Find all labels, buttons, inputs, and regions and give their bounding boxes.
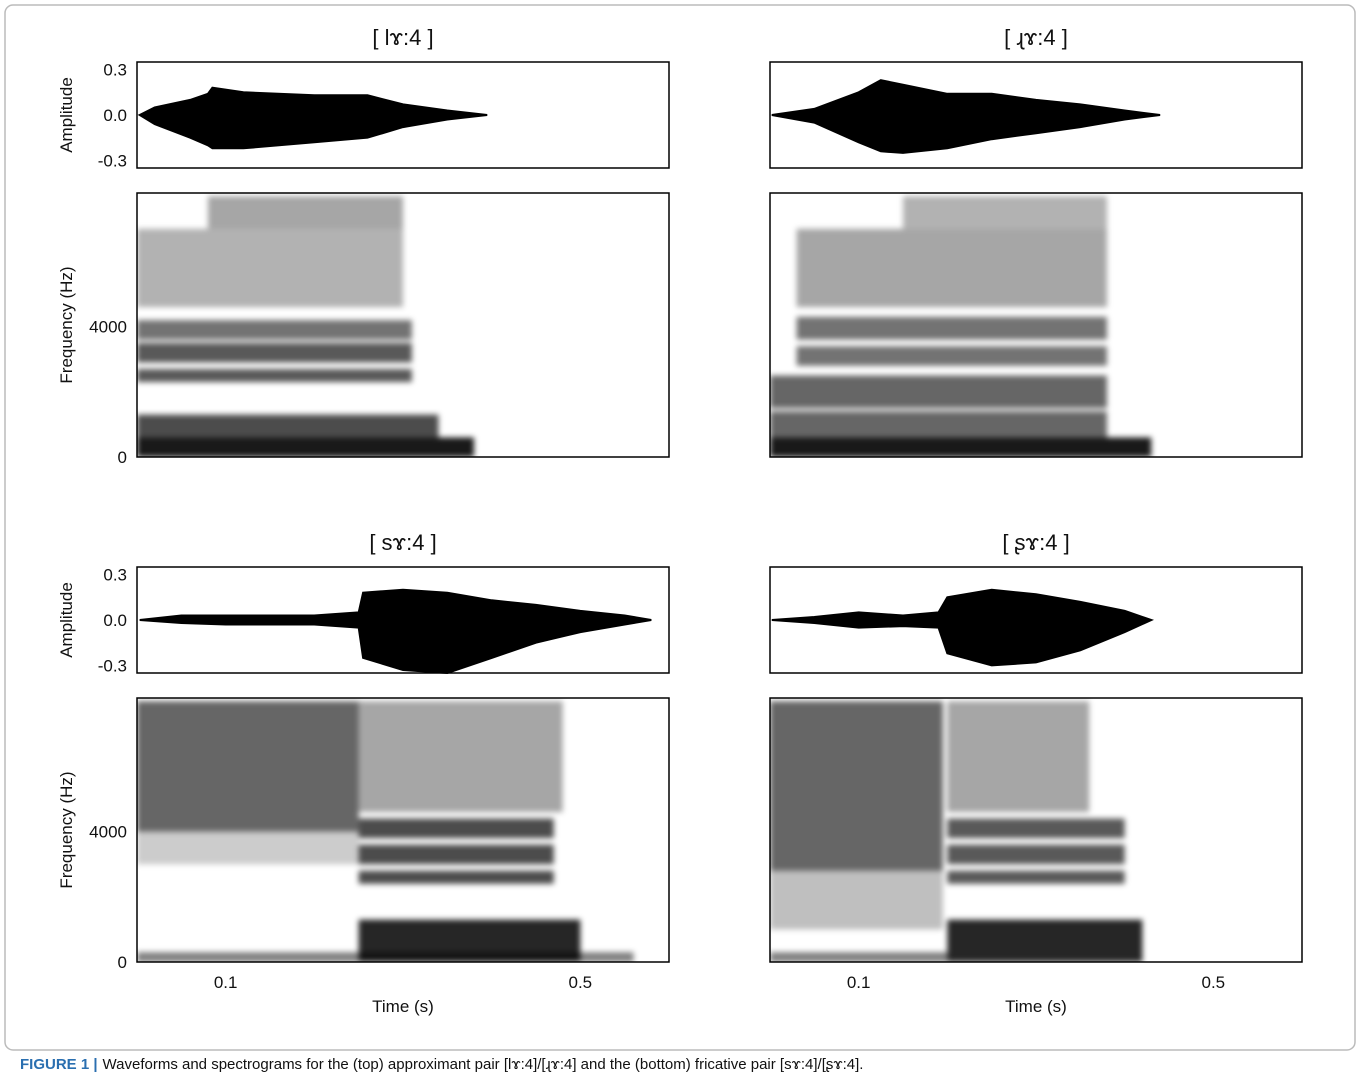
- spectrogram-band: [137, 228, 403, 308]
- spectrogram-band: [137, 342, 412, 363]
- panel-title: [ lɤ:4 ]: [372, 25, 433, 50]
- spectrogram-band: [137, 437, 474, 457]
- x-axis-label: Time (s): [372, 997, 434, 1016]
- spectrogram-band: [770, 952, 948, 962]
- spectrogram-band: [137, 701, 359, 832]
- waveform-frame: [769, 61, 1303, 169]
- spectrogram-frame: [136, 697, 670, 963]
- waveform-frame: [769, 566, 1303, 674]
- spectrogram-band: [137, 320, 412, 340]
- spectrogram-band: [358, 844, 554, 865]
- panel-title: [ sɤ:4 ]: [369, 530, 436, 555]
- spectrogram-band: [770, 411, 1107, 438]
- y-tick-label: 0.0: [103, 106, 127, 125]
- spectrogram: [137, 701, 634, 962]
- spectrogram-band: [770, 870, 943, 930]
- panel-title: [ ɻɤ:4 ]: [1004, 25, 1068, 50]
- spectrogram-frame: [769, 192, 1303, 458]
- spectrogram-band: [137, 414, 439, 438]
- y-tick-label: 4000: [89, 318, 127, 337]
- x-axis-label: Time (s): [1005, 997, 1067, 1016]
- y-tick-label: 0.3: [103, 61, 127, 80]
- spectrogram-band: [358, 701, 563, 813]
- panel-title: [ ʂɤ:4 ]: [1002, 530, 1069, 555]
- spectrogram: [137, 196, 474, 457]
- spectrogram-band: [903, 196, 1107, 229]
- spectrogram-frame: [769, 697, 1303, 963]
- spectrogram-band: [137, 831, 359, 865]
- caption: FIGURE 1 | Waveforms and spectrograms for…: [20, 1056, 863, 1073]
- x-tick-label: 0.1: [847, 973, 871, 992]
- y-tick-label: 0.0: [103, 611, 127, 630]
- spectrogram-band: [770, 701, 943, 871]
- spectrogram-band: [137, 369, 412, 383]
- y-axis-label: Amplitude: [57, 77, 76, 153]
- y-axis-label: Frequency (Hz): [57, 771, 76, 888]
- spectrogram-band: [358, 818, 554, 839]
- y-axis-label: Frequency (Hz): [57, 266, 76, 383]
- spectrogram-frame: [136, 192, 670, 458]
- waveform-area: [139, 588, 652, 675]
- spectrogram-band: [947, 818, 1125, 839]
- spectrogram: [770, 701, 1143, 962]
- waveform-frame: [136, 566, 670, 674]
- spectrogram-band: [796, 228, 1107, 308]
- spectrogram-bands: [137, 196, 474, 457]
- spectrogram-band: [358, 919, 581, 962]
- spectrogram-band: [207, 196, 403, 229]
- spectrogram-band: [796, 316, 1107, 340]
- x-tick-label: 0.5: [1202, 973, 1226, 992]
- waveform-frame: [136, 61, 670, 169]
- spectrogram-bands: [770, 196, 1152, 457]
- caption-label: FIGURE 1 |: [20, 1056, 98, 1073]
- y-axis-label: Amplitude: [57, 582, 76, 658]
- spectrogram-band: [796, 346, 1107, 366]
- y-tick-label: 0: [118, 953, 127, 972]
- spectrogram-band: [358, 870, 554, 884]
- spectrogram-band: [947, 919, 1143, 962]
- y-tick-label: 0: [118, 448, 127, 467]
- waveform-area: [137, 86, 488, 150]
- y-tick-label: 0.3: [103, 566, 127, 585]
- spectrogram-band: [947, 844, 1125, 865]
- caption-text: Waveforms and spectrograms for the (top)…: [103, 1056, 864, 1073]
- waveform-area: [771, 79, 1161, 154]
- x-tick-label: 0.5: [569, 973, 593, 992]
- figure-frame: [4, 4, 1356, 1051]
- x-tick-label: 0.1: [214, 973, 238, 992]
- y-tick-label: 4000: [89, 823, 127, 842]
- spectrogram-bands: [137, 701, 634, 962]
- y-tick-label: -0.3: [98, 151, 127, 170]
- spectrogram-bands: [770, 701, 1143, 962]
- spectrogram-band: [947, 870, 1125, 884]
- spectrogram-band: [947, 701, 1090, 813]
- spectrogram-band: [770, 437, 1152, 457]
- waveform-area: [771, 588, 1155, 667]
- spectrogram: [770, 196, 1152, 457]
- y-tick-label: -0.3: [98, 656, 127, 675]
- spectrogram-band: [770, 375, 1107, 409]
